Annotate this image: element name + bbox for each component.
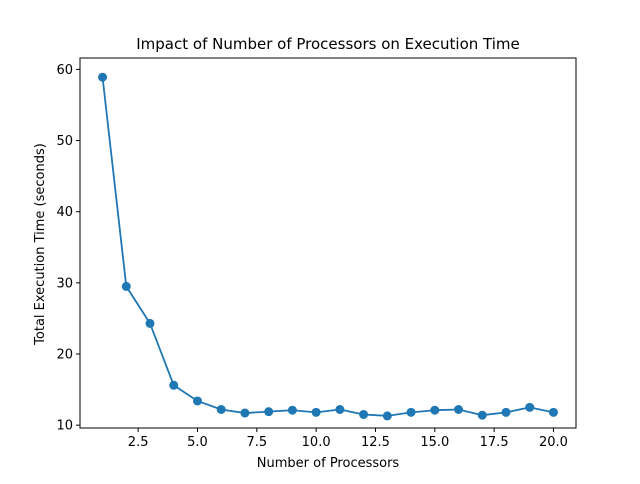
chart-title: Impact of Number of Processors on Execut… [136,35,520,53]
data-point [430,405,440,415]
x-tick-label: 15.0 [420,435,449,450]
data-point [525,402,535,412]
y-tick-label: 50 [56,134,73,149]
data-point [382,411,392,421]
x-tick-label: 5.0 [187,435,208,450]
x-tick-label: 12.5 [361,435,390,450]
series-layer [98,72,558,421]
plot-area [79,57,577,429]
data-point [98,72,108,82]
x-tick-label: 17.5 [480,435,509,450]
x-axis-label: Number of Processors [257,456,400,471]
data-point [454,405,464,414]
x-tick-label: 7.5 [246,435,267,450]
x-tick-label: 20.0 [539,435,568,450]
data-point [335,405,345,414]
data-point [359,409,369,419]
data-point [264,407,274,417]
x-tick-label: 10.0 [302,435,331,450]
data-point [145,318,155,328]
data-point [216,405,226,414]
y-tick-label: 40 [56,205,73,220]
x-axis: 2.5 5.0 7.5 10.0 12.5 15.0 17.5 20.0 [128,428,568,450]
y-tick-label: 10 [56,419,73,434]
y-tick-label: 30 [56,276,73,291]
data-point [311,407,321,417]
data-point [287,405,297,415]
data-point [169,380,179,390]
plot-frame [79,57,577,429]
data-point [548,407,558,417]
y-tick-label: 60 [56,63,73,78]
y-axis-label: Total Execution Time (seconds) [33,143,48,346]
data-point [121,281,131,291]
y-tick-label: 20 [56,348,73,363]
data-point [192,396,202,406]
y-axis: 10 20 30 40 50 60 [56,63,80,434]
x-tick-label: 2.5 [128,435,149,450]
data-point [501,407,511,417]
data-point [406,407,416,417]
data-point [240,408,250,418]
data-point [477,410,487,420]
